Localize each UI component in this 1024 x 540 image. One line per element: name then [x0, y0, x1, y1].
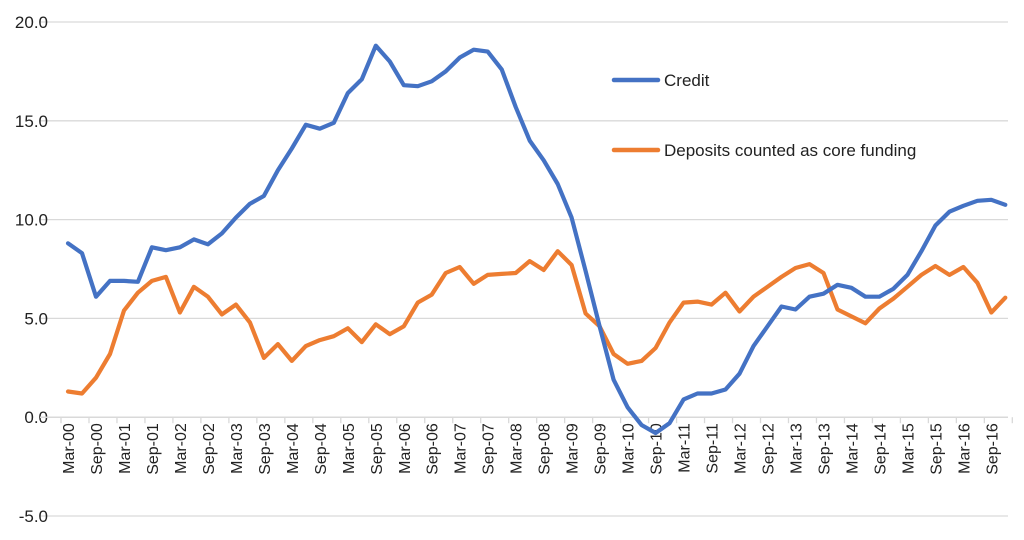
x-axis: Mar-00 Sep-00 Mar-01 Sep-01 Mar-02 Sep-02 Mar-…: [40, 416, 1013, 475]
x-tick-label: Mar-04: [285, 423, 302, 474]
x-tick-label: Mar-07: [453, 423, 470, 474]
x-tick-label: Sep-06: [425, 423, 442, 475]
x-tick-label: Sep-02: [201, 423, 218, 475]
x-tick-label: Mar-11: [677, 423, 694, 473]
x-tick-label: Mar-15: [900, 423, 917, 474]
series-lines: [65, 43, 1008, 436]
y-axis-tick-labels: 20.0 15.0 10.0 5.0 0.0 -5.0: [15, 13, 48, 526]
y-tick-label: 15.0: [15, 112, 48, 131]
x-tick-label: Mar-09: [565, 423, 582, 474]
x-tick-label: Sep-01: [145, 423, 162, 475]
x-tick-label: Sep-11: [705, 423, 722, 474]
x-tick-label: Sep-10: [649, 423, 666, 475]
x-tick-label: Mar-00: [61, 423, 78, 474]
x-tick-label: Mar-10: [621, 423, 638, 474]
x-tick-label: Mar-02: [173, 423, 190, 474]
y-tick-label: 20.0: [15, 13, 48, 32]
x-tick-label: Sep-15: [928, 423, 945, 475]
y-tick-label: -5.0: [19, 507, 48, 526]
x-tick-label: Sep-12: [761, 423, 778, 475]
x-tick-label: Mar-08: [509, 423, 526, 474]
x-tick-label: Sep-04: [313, 423, 330, 475]
x-tick-label: Sep-16: [984, 423, 1001, 475]
x-tick-label: Mar-12: [733, 423, 750, 474]
y-tick-label: 5.0: [24, 309, 48, 328]
x-tick-label: Sep-09: [593, 423, 610, 475]
legend: Credit Deposits counted as core funding: [611, 71, 916, 160]
x-tick-label: Sep-00: [89, 423, 106, 475]
x-tick-label: Mar-03: [229, 423, 246, 474]
x-tick-label: Sep-07: [481, 423, 498, 475]
series-line-deposits-counted-as-core-funding: [65, 249, 1008, 396]
x-tick-label: Mar-13: [788, 423, 805, 474]
x-tick-label: Mar-06: [397, 423, 414, 474]
y-tick-label: 0.0: [24, 408, 48, 427]
x-tick-label: Sep-13: [816, 423, 833, 475]
x-tick-label: Sep-08: [537, 423, 554, 475]
legend-label: Deposits counted as core funding: [664, 141, 916, 160]
y-tick-label: 10.0: [15, 211, 48, 230]
x-tick-label: Sep-14: [872, 423, 889, 475]
gridlines: [40, 21, 1008, 517]
legend-label: Credit: [664, 71, 710, 90]
x-tick-label: Mar-14: [844, 423, 861, 474]
x-tick-label: Mar-01: [117, 423, 134, 474]
x-tick-label: Mar-16: [956, 423, 973, 474]
x-tick-label: Mar-05: [341, 423, 358, 474]
x-tick-label: Sep-03: [257, 423, 274, 475]
series-line-credit: [65, 43, 1008, 436]
x-tick-label: Sep-05: [369, 423, 386, 475]
